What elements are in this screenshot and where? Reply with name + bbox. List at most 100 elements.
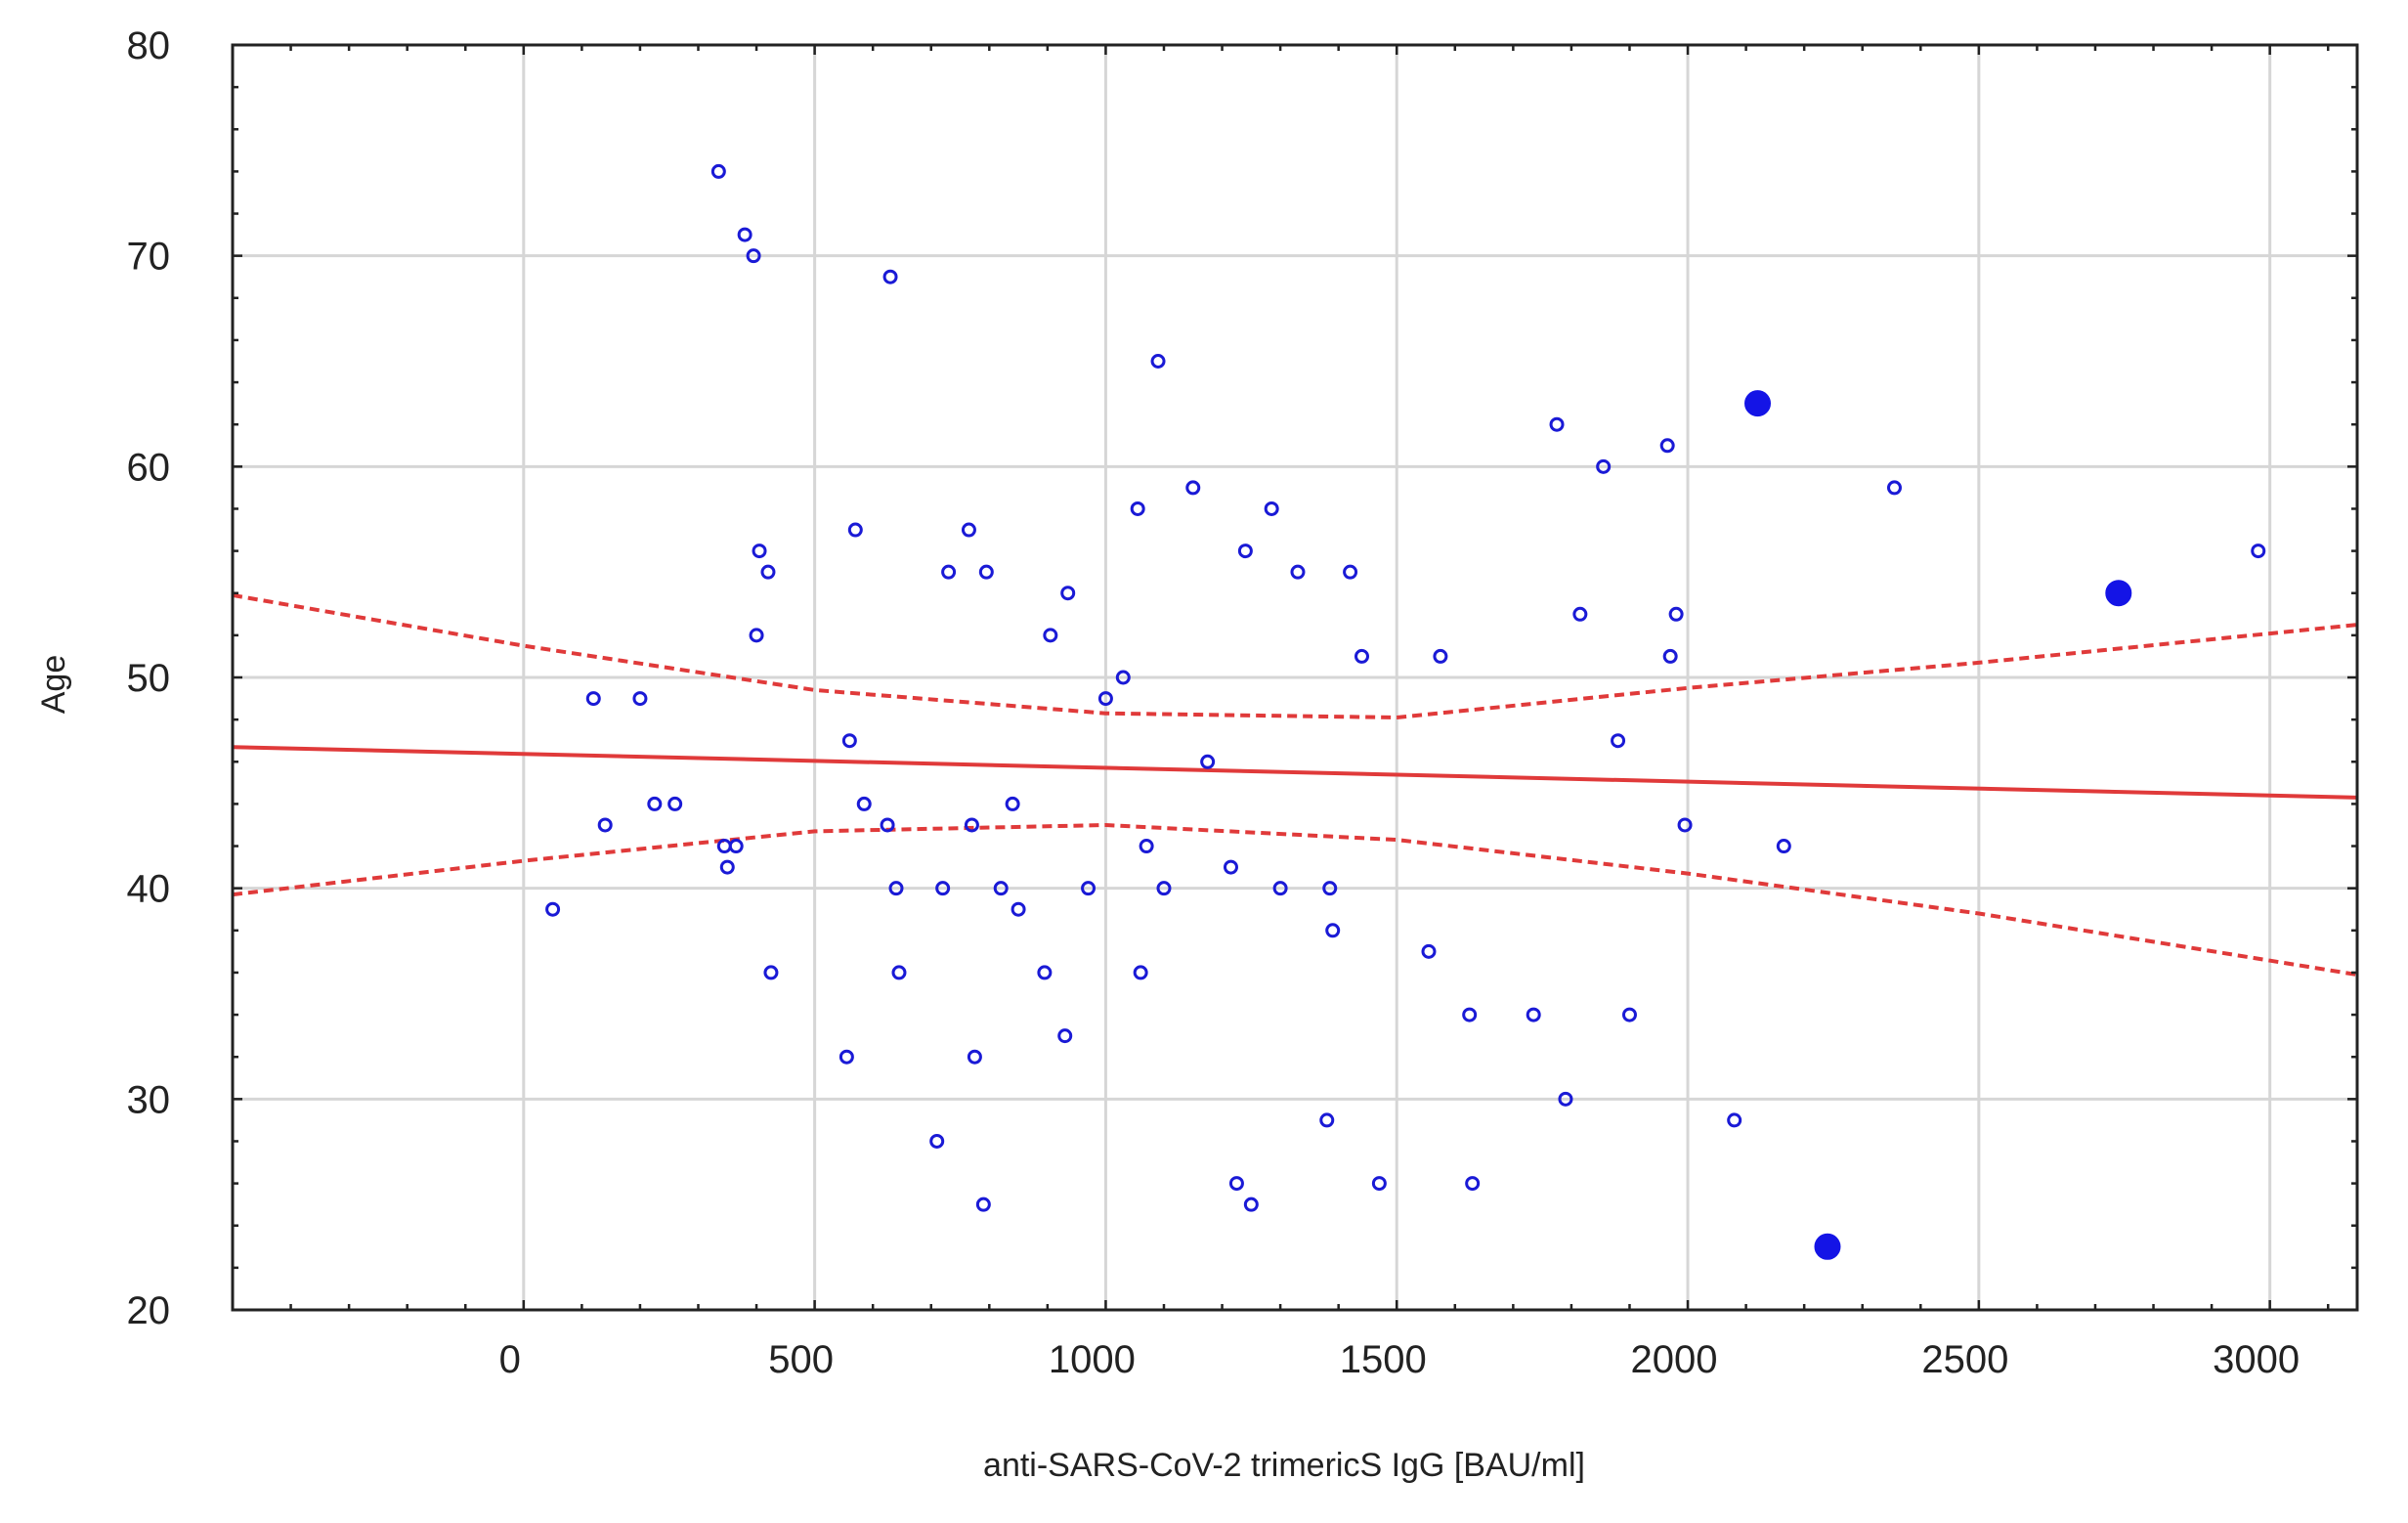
data-point (1549, 416, 1565, 432)
data-point (978, 564, 994, 580)
x-tick-label: 0 (499, 1338, 521, 1381)
data-point (941, 564, 957, 580)
data-point (1010, 901, 1026, 917)
y-tick-label: 50 (127, 657, 171, 700)
data-point (1677, 817, 1693, 833)
data-point (1060, 586, 1076, 601)
data-point (737, 227, 752, 242)
data-points (545, 163, 2266, 1260)
y-tick-label: 30 (127, 1078, 171, 1121)
x-tick-label: 2500 (1921, 1338, 2008, 1381)
data-point (1223, 859, 1238, 875)
data-point (1272, 881, 1288, 896)
data-point (1133, 965, 1148, 980)
confidence-band-line (232, 822, 2358, 978)
x-tick-label: 500 (768, 1338, 834, 1381)
data-point (1097, 691, 1113, 707)
confidence-band-line (232, 592, 2358, 720)
data-point (961, 522, 976, 538)
data-point (856, 796, 872, 811)
data-point (585, 691, 601, 707)
data-point (847, 522, 863, 538)
data-point (841, 733, 857, 749)
data-point (1668, 606, 1684, 622)
data-point (1325, 923, 1341, 938)
data-point (1526, 1007, 1541, 1023)
data-point (1228, 1176, 1244, 1192)
data-point (1156, 881, 1172, 896)
y-axis-label: Age (35, 655, 72, 715)
data-point (632, 691, 648, 707)
data-point (967, 1049, 982, 1065)
y-tick-label: 60 (127, 446, 171, 489)
regression-lines (232, 592, 2358, 978)
data-point (1465, 1176, 1481, 1192)
data-point (1290, 564, 1306, 580)
data-point (964, 817, 979, 833)
data-point (1343, 564, 1358, 580)
x-tick-labels: 0 500 1000 1500 2000 2500 3000 (499, 1338, 2300, 1381)
data-point (1319, 1112, 1335, 1128)
data-point (935, 881, 951, 896)
x-tick-label: 1000 (1049, 1338, 1136, 1381)
y-tick-label: 20 (127, 1289, 171, 1332)
outlier-point (1744, 390, 1772, 417)
data-point (760, 564, 776, 580)
data-point (1611, 733, 1626, 749)
data-point (1662, 648, 1678, 664)
data-point (1886, 480, 1902, 496)
data-point (1596, 458, 1612, 474)
data-point (882, 269, 898, 284)
data-point (929, 1133, 945, 1149)
data-point (1130, 500, 1145, 516)
data-point (1727, 1112, 1742, 1128)
data-point (1005, 796, 1020, 811)
data-point (1200, 754, 1216, 769)
data-point (1433, 648, 1448, 664)
data-point (1776, 839, 1791, 854)
outlier-point (1814, 1233, 1841, 1260)
data-point (1462, 1007, 1478, 1023)
grid (233, 43, 2357, 1312)
data-point (1421, 943, 1437, 959)
x-tick-label: 3000 (2213, 1338, 2300, 1381)
data-point (1558, 1091, 1573, 1107)
data-point (1322, 881, 1338, 896)
x-tick-label: 1500 (1340, 1338, 1427, 1381)
y-tick-label: 40 (127, 868, 171, 911)
axis-ticks (231, 43, 2357, 1312)
data-point (838, 1049, 854, 1065)
data-point (597, 817, 613, 833)
data-point (1081, 881, 1096, 896)
data-point (1243, 1197, 1259, 1212)
data-point (880, 817, 895, 833)
y-tick-label: 70 (127, 236, 171, 279)
y-tick-labels: 20 30 40 50 60 70 80 (127, 24, 171, 1332)
data-point (752, 544, 767, 559)
data-point (1659, 438, 1675, 454)
data-point (975, 1197, 991, 1212)
y-tick-label: 80 (127, 24, 171, 67)
data-point (719, 859, 735, 875)
data-point (1264, 500, 1279, 516)
data-point (1139, 839, 1154, 854)
data-point (1354, 648, 1369, 664)
data-point (647, 796, 663, 811)
data-point (746, 248, 761, 264)
outlier-point (2105, 580, 2132, 607)
data-point (1150, 354, 1166, 369)
data-point (716, 839, 732, 854)
data-point (1371, 1176, 1387, 1192)
data-point (763, 965, 779, 980)
data-point (1237, 544, 1253, 559)
data-point (545, 901, 561, 917)
x-tick-label: 2000 (1631, 1338, 1718, 1381)
data-point (710, 163, 726, 179)
data-point (667, 796, 683, 811)
data-point (749, 628, 764, 643)
data-point (993, 881, 1009, 896)
data-point (1185, 480, 1201, 496)
data-point (1115, 670, 1131, 685)
